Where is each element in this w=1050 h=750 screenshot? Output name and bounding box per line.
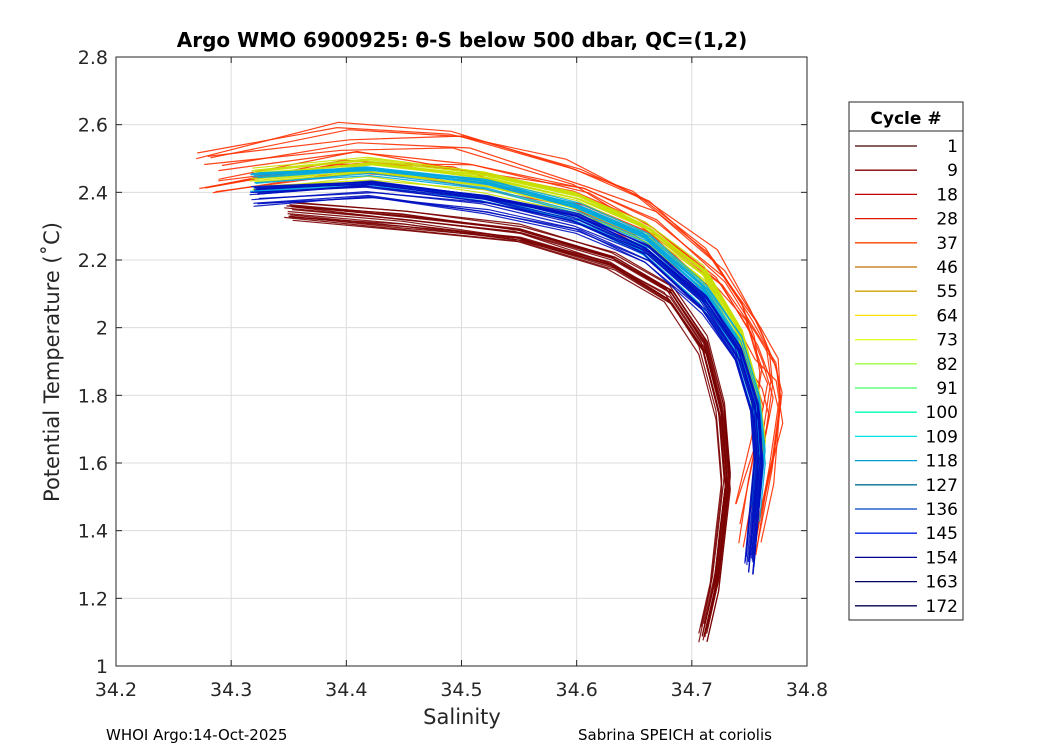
legend-label: 82 <box>936 355 958 375</box>
profile-line <box>249 182 758 525</box>
y-tick-label: 2.4 <box>78 182 108 204</box>
profile-line <box>292 219 731 642</box>
y-tick-label: 1 <box>96 656 108 678</box>
legend-label: 118 <box>926 452 958 472</box>
y-axis-label: Potential Temperature (˚C) <box>40 222 64 502</box>
x-axis-label: Salinity <box>423 705 501 729</box>
tick-labels: 34.2 34.3 34.4 34.5 34.6 34.7 34.8 1 1.2 1.4 1.6 1.… <box>78 47 828 701</box>
y-tick-label: 1.2 <box>78 588 108 610</box>
profile-line <box>284 207 723 634</box>
x-tick-label: 34.6 <box>556 679 598 701</box>
legend-label: 1 <box>947 137 958 157</box>
y-tick-label: 2.6 <box>78 115 108 137</box>
legend-label: 46 <box>936 258 958 278</box>
profile-line <box>257 182 763 556</box>
legend-label: 100 <box>926 403 958 423</box>
y-tick-label: 1.4 <box>78 521 108 543</box>
legend-label: 136 <box>926 500 958 520</box>
y-tick-label: 2 <box>96 318 108 340</box>
legend-label: 172 <box>926 597 958 617</box>
profile-line <box>254 183 760 560</box>
profile-line <box>253 185 759 563</box>
legend-label: 73 <box>936 331 958 351</box>
profile-line <box>258 191 764 568</box>
profile-line <box>215 172 781 543</box>
legend-entries: 1 9 18 28 37 46 55 64 73 82 91 100 109 118 127 136 145 15… <box>855 137 958 617</box>
profile-lines <box>196 121 784 643</box>
legend-label: 163 <box>926 573 958 593</box>
legend-label: 9 <box>947 161 958 181</box>
footer-left: WHOI Argo:14-Oct-2025 <box>106 726 288 744</box>
profile-line <box>210 129 772 517</box>
legend-label: 127 <box>926 476 958 496</box>
y-tick-label: 2.8 <box>78 47 108 69</box>
profile-line <box>218 162 782 551</box>
profile-line <box>250 186 756 562</box>
x-tick-label: 34.2 <box>95 679 137 701</box>
profile-line <box>287 213 726 637</box>
legend-label: 109 <box>926 427 958 447</box>
legend-label: 154 <box>926 548 958 568</box>
x-tick-label: 34.5 <box>440 679 482 701</box>
y-tick-label: 2.2 <box>78 250 108 272</box>
chart-title: Argo WMO 6900925: θ-S below 500 dbar, QC… <box>177 28 747 52</box>
legend-label: 18 <box>936 185 958 205</box>
profile-line <box>290 214 729 638</box>
footer-right: Sabrina SPEICH at coriolis <box>578 726 772 744</box>
legend-label: 37 <box>936 234 958 254</box>
profile-line <box>289 204 728 628</box>
x-tick-label: 34.4 <box>325 679 367 701</box>
profile-line <box>257 196 763 575</box>
legend-label: 91 <box>936 379 958 399</box>
legend: Cycle # 1 9 18 28 37 46 55 64 73 82 91 100 109 118 127… <box>848 101 964 621</box>
x-tick-label: 34.8 <box>786 679 828 701</box>
profile-line <box>257 167 765 507</box>
profile-line <box>250 171 759 498</box>
profile-line <box>284 216 723 643</box>
legend-label: 28 <box>936 210 958 230</box>
legend-label: 145 <box>926 524 958 544</box>
profile-line <box>212 170 784 556</box>
x-tick-label: 34.3 <box>210 679 252 701</box>
x-tick-label: 34.7 <box>671 679 713 701</box>
y-tick-label: 1.6 <box>78 453 108 475</box>
y-tick-label: 1.8 <box>78 385 108 407</box>
profile-line <box>249 185 755 564</box>
legend-label: 64 <box>936 306 958 326</box>
profile-line <box>286 205 725 627</box>
legend-title: Cycle # <box>870 109 941 129</box>
legend-label: 55 <box>936 282 958 302</box>
